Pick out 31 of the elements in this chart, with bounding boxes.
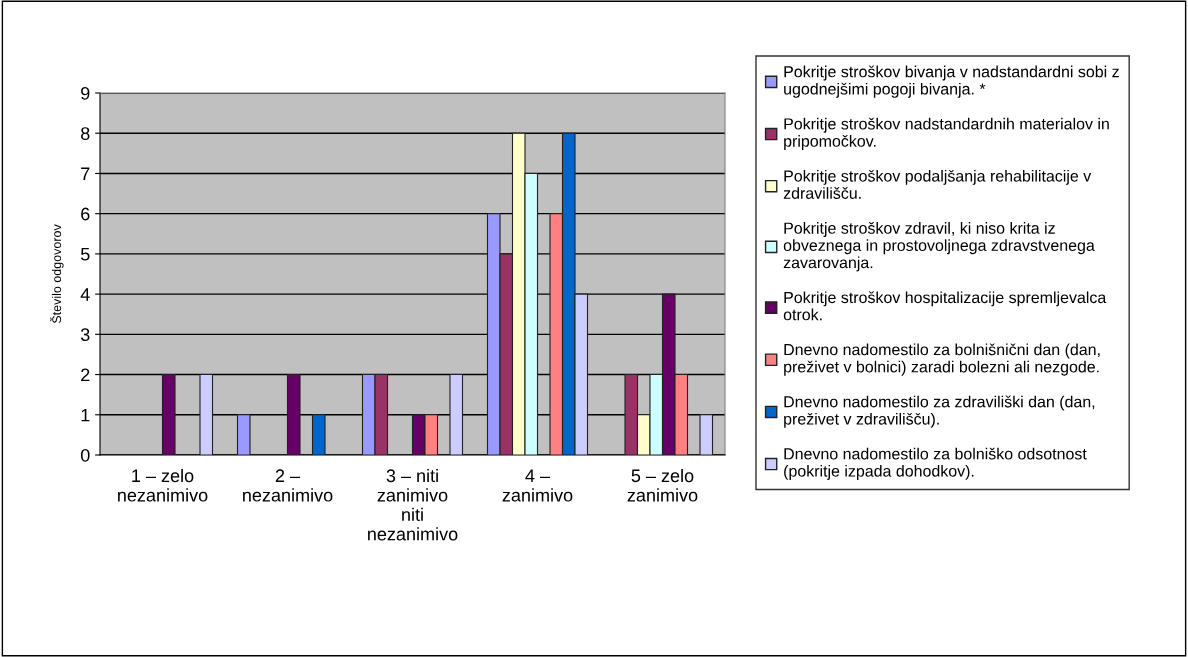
- x-tick-label: 3 – niti zanimivo niti nezanimivo: [368, 468, 458, 541]
- bar: [199, 374, 214, 455]
- x-tick-label: 1 – zelo nezanimivo: [118, 468, 208, 502]
- y-tick-label: 9: [81, 86, 90, 100]
- bar: [286, 374, 301, 455]
- y-tick-label: 2: [81, 368, 90, 382]
- x-tick-label: 5 – zelo zanimivo: [627, 468, 698, 502]
- bar: [311, 414, 326, 455]
- bar: [161, 374, 176, 455]
- y-tick-label: 5: [80, 248, 90, 261]
- legend-label: Pokritje stroškov podaljšanja rehabilitacije v zdravilišču.: [783, 169, 1092, 199]
- y-tick-label: 3: [80, 328, 90, 342]
- bar: [699, 414, 714, 455]
- y-tick-label: 1: [81, 408, 90, 422]
- y-tick-label: 4: [80, 288, 90, 301]
- y-tick-label: 7: [81, 167, 90, 180]
- y-tick-label: 0: [80, 448, 90, 462]
- y-tick-label: 6: [81, 207, 90, 221]
- legend-label: Dnevno nadomestilo za bolnišnični dan (dan, preživet v bolnici) zaradi bolezni ali nezgode.: [784, 343, 1100, 376]
- legend-label: Dnevno nadomestilo za bolniško odsotnost (pokritje izpada dohodkov).: [784, 447, 1087, 480]
- bar: [236, 414, 251, 455]
- legend-label: Pokritje stroškov bivanja v nadstandardni sobi z ugodnejšimi pogoji bivanja. *: [784, 65, 1119, 98]
- legend-label: Dnevno nadomestilo za zdraviliški dan (dan, preživet v zdravilišču).: [784, 395, 1095, 428]
- legend-label: Pokritje stroškov nadstandardnih materialov in pripomočkov.: [784, 117, 1109, 150]
- x-tick-label: 4 – zanimivo: [502, 469, 573, 502]
- bar: [449, 374, 464, 455]
- y-tick-label: 8: [81, 127, 90, 140]
- legend-label: Pokritje stroškov hospitalizacije spremljevalca otrok.: [783, 291, 1107, 321]
- y-axis-title: Število odgovorov: [50, 224, 64, 324]
- x-tick-label: 2 – nezanimivo: [243, 469, 333, 502]
- legend-label: Pokritje stroškov zdravil, ki niso krita iz obveznega in prostovoljnega zdravstvenega zavarovanja.: [783, 222, 1095, 272]
